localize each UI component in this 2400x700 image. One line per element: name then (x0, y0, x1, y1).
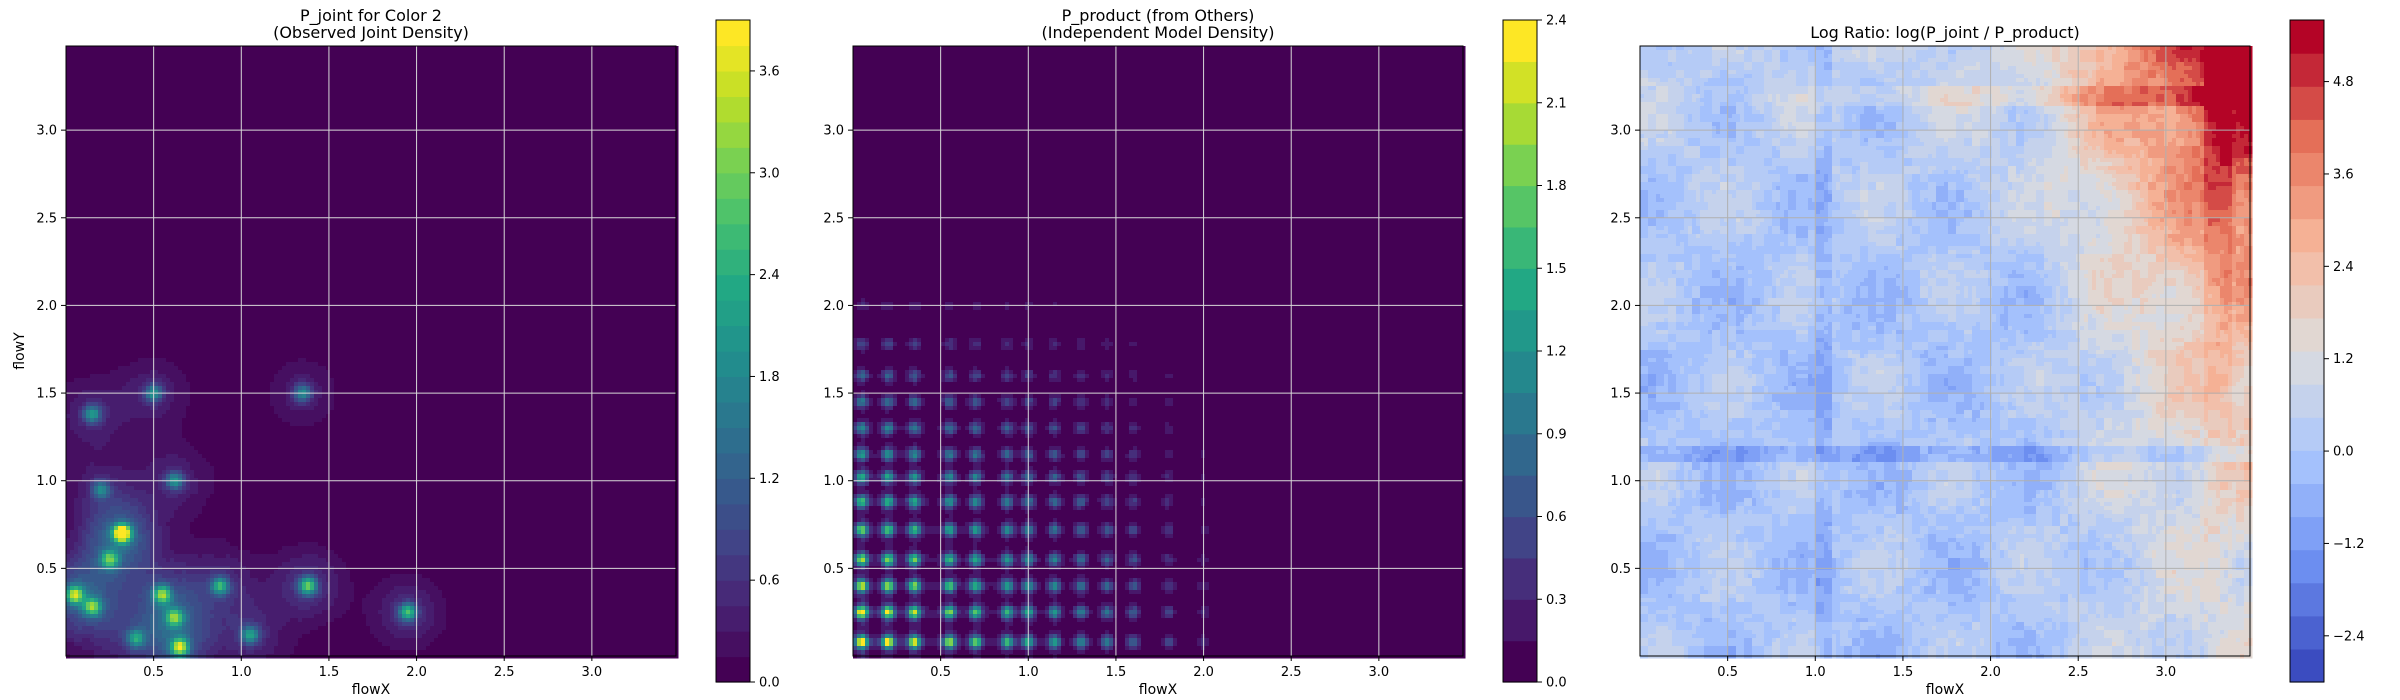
colorbar-tick-label-5: 1.5 (1546, 262, 1567, 277)
x-axis-label-3: flowX (1926, 682, 1965, 698)
colorbar-tick-label-3: 1.2 (2333, 352, 2354, 367)
colorbar-tick-label-5: 3.0 (759, 166, 780, 181)
colorbar-tick-label-0: −2.4 (2333, 629, 2365, 644)
chart-title-2: P_product (from Others) (Independent Mode… (1042, 6, 1275, 42)
y-tick-label-5: 3.0 (823, 124, 844, 139)
colorbar-tick-label-0: 0.0 (759, 676, 780, 691)
y-tick-label-5: 3.0 (1610, 124, 1631, 139)
y-tick-label-5: 3.0 (36, 124, 57, 139)
chart-title-3: Log Ratio: log(P_joint / P_product) (1810, 23, 2080, 43)
colorbar-3: −2.4 −1.2 0.0 1.2 2.4 3.6 4.8 (2290, 20, 2365, 683)
chart-title-1: P_joint for Color 2 (Observed Joint Densi… (273, 6, 469, 42)
colorbar-tick-label-4: 2.4 (759, 268, 780, 283)
colorbar-tick-label-6: 1.8 (1546, 179, 1567, 194)
y-tick-label-0: 0.5 (36, 562, 57, 577)
x-axis-label-1: flowX (352, 682, 391, 698)
x-tick-label-2: 1.5 (1893, 665, 1914, 680)
panel-1: 0.5 1.0 1.5 2.0 2.5 3.0 0.5 1.0 1.5 2.0 2.5 3.0 P_jo… (12, 6, 780, 698)
colorbar-tick-label-6: 4.8 (2333, 75, 2354, 90)
y-tick-label-3: 2.0 (823, 299, 844, 314)
colorbar-tick-label-2: 0.6 (1546, 510, 1567, 525)
colorbar-tick-label-3: 0.9 (1546, 427, 1567, 442)
x-tick-label-3: 2.0 (406, 665, 427, 680)
colorbar-tick-label-2: 1.2 (759, 472, 780, 487)
y-tick-label-0: 0.5 (1610, 562, 1631, 577)
colorbar-tick-label-1: 0.3 (1546, 593, 1567, 608)
heatmap-field-3 (1640, 46, 2253, 659)
y-tick-label-3: 2.0 (1610, 299, 1631, 314)
x-tick-label-1: 1.0 (231, 665, 252, 680)
colorbar-tick-label-7: 2.1 (1546, 96, 1567, 111)
colorbar-tick-label-3: 1.8 (759, 370, 780, 385)
colorbar-tick-label-8: 2.4 (1546, 14, 1567, 29)
y-tick-label-4: 2.5 (36, 211, 57, 226)
heatmap-field-1 (66, 46, 679, 659)
y-tick-label-3: 2.0 (36, 299, 57, 314)
colorbar-tick-label-4: 1.2 (1546, 345, 1567, 360)
y-tick-label-2: 1.5 (823, 387, 844, 402)
colorbar-tick-label-2: 0.0 (2333, 445, 2354, 460)
colorbar-tick-label-1: 0.6 (759, 574, 780, 589)
colorbar-tick-label-1: −1.2 (2333, 537, 2365, 552)
x-tick-label-4: 2.5 (1281, 665, 1302, 680)
x-tick-label-0: 0.5 (930, 665, 951, 680)
x-tick-label-0: 0.5 (143, 665, 164, 680)
y-tick-label-2: 1.5 (1610, 387, 1631, 402)
y-axis-label-1: flowY (12, 332, 28, 370)
colorbar-1: 0.0 0.6 1.2 1.8 2.4 3.0 3.6 (716, 20, 780, 691)
y-tick-label-2: 1.5 (36, 387, 57, 402)
y-tick-label-1: 1.0 (36, 474, 57, 489)
y-tick-label-4: 2.5 (823, 211, 844, 226)
y-tick-label-1: 1.0 (823, 474, 844, 489)
x-tick-label-1: 1.0 (1018, 665, 1039, 680)
x-tick-label-3: 2.0 (1193, 665, 1214, 680)
y-tick-label-0: 0.5 (823, 562, 844, 577)
y-tick-label-4: 2.5 (1610, 211, 1631, 226)
colorbar-tick-label-4: 2.4 (2333, 260, 2354, 275)
x-tick-label-5: 3.0 (2156, 665, 2177, 680)
panel-2: 0.5 1.0 1.5 2.0 2.5 3.0 0.5 1.0 1.5 2.0 2.5 3.0 P_pr… (823, 6, 1566, 698)
colorbar-tick-label-6: 3.6 (759, 64, 780, 79)
x-tick-label-2: 1.5 (1106, 665, 1127, 680)
panel-3: 0.5 1.0 1.5 2.0 2.5 3.0 0.5 1.0 1.5 2.0 2.5 3.0 Log … (1610, 20, 2364, 698)
x-tick-label-4: 2.5 (2068, 665, 2089, 680)
colorbar-tick-label-5: 3.6 (2333, 167, 2354, 182)
x-tick-label-4: 2.5 (494, 665, 515, 680)
colorbar-2: 0.0 0.3 0.6 0.9 1.2 1.5 1.8 2.1 2.4 (1503, 14, 1567, 691)
colorbar-tick-label-0: 0.0 (1546, 676, 1567, 691)
y-tick-label-1: 1.0 (1610, 474, 1631, 489)
x-tick-label-1: 1.0 (1805, 665, 1826, 680)
x-tick-label-3: 2.0 (1980, 665, 2001, 680)
x-tick-label-0: 0.5 (1717, 665, 1738, 680)
x-tick-label-5: 3.0 (582, 665, 603, 680)
x-tick-label-5: 3.0 (1369, 665, 1390, 680)
x-axis-label-2: flowX (1139, 682, 1178, 698)
heatmap-field-2 (853, 46, 1466, 659)
x-tick-label-2: 1.5 (319, 665, 340, 680)
